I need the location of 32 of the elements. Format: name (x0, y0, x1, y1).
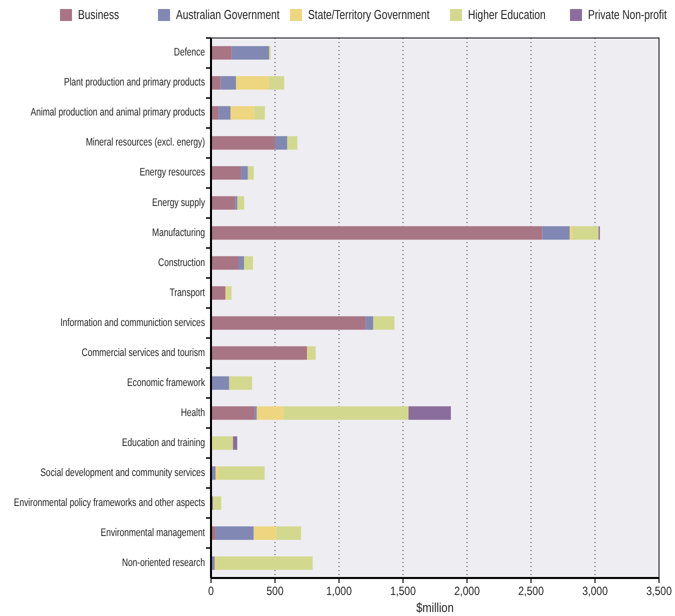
y-tick-label: Environmental policy frameworks and other aspects (14, 496, 206, 510)
y-tick-label: Environmental management (100, 526, 206, 540)
y-tick-label: Energy supply (152, 196, 206, 210)
x-tick-label: 0 (208, 585, 214, 598)
legend-label: Private Non-profit (588, 8, 668, 22)
x-tick-label: 2,000 (454, 585, 480, 598)
y-tick-label: Defence (174, 46, 205, 60)
y-tick-label: Transport (170, 286, 206, 300)
x-tick-label: 3,500 (646, 585, 672, 598)
y-tick-label: Plant production and primary products (64, 76, 206, 90)
y-tick-label: Education and training (122, 436, 205, 450)
legend-label: State/Territory Government (308, 8, 430, 22)
legend-label: Australian Government (176, 8, 280, 22)
y-tick-label: Non-oriented research (122, 556, 205, 570)
y-tick-label: Commercial services and tourism (82, 346, 205, 360)
x-tick-label: 500 (266, 585, 284, 598)
y-tick-label: Energy resources (140, 166, 206, 180)
y-tick-label: Mineral resources (excl. energy) (86, 136, 205, 150)
y-tick-label: Animal production and animal primary products (30, 106, 206, 120)
y-tick-label: Social development and community services (40, 466, 206, 480)
y-tick-label: Manufacturing (152, 226, 205, 240)
x-tick-label: 2,500 (518, 585, 544, 598)
x-axis-title: $million (416, 600, 454, 616)
y-tick-label: Construction (158, 256, 205, 270)
legend-label: Higher Education (468, 8, 546, 22)
x-tick-label: 3,000 (582, 585, 608, 598)
legend-label: Business (78, 8, 120, 22)
y-tick-label: Information and communiction services (60, 316, 206, 330)
x-tick-label: 1,500 (390, 585, 416, 598)
y-tick-label: Economic framework (127, 376, 206, 390)
y-tick-label: Health (180, 406, 205, 420)
x-tick-label: 1,000 (326, 585, 352, 598)
